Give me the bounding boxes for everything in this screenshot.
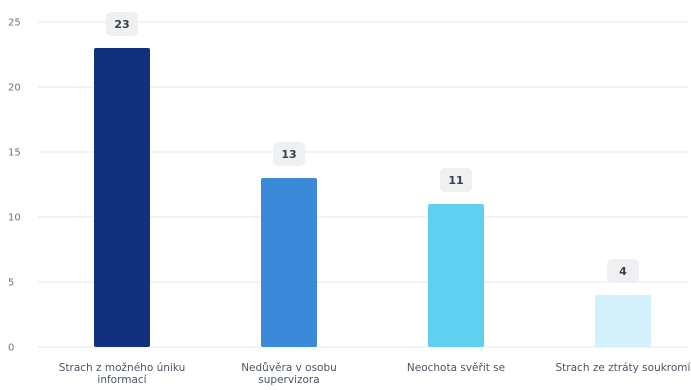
data-label-badge bbox=[607, 259, 639, 283]
bar[interactable] bbox=[94, 48, 150, 347]
data-label: 13 bbox=[281, 148, 296, 161]
bar[interactable] bbox=[428, 204, 484, 347]
data-label: 11 bbox=[448, 174, 463, 187]
data-labels: 23 13 11 4 bbox=[106, 12, 639, 283]
bars bbox=[94, 48, 651, 347]
data-label-badge bbox=[106, 12, 138, 36]
data-label: 23 bbox=[114, 18, 129, 31]
bar[interactable] bbox=[261, 178, 317, 347]
y-tick-label: 20 bbox=[8, 83, 21, 94]
y-axis: 0 5 10 15 20 25 bbox=[8, 18, 21, 354]
x-tick-label: Strach ze ztráty soukromí bbox=[556, 362, 691, 374]
y-tick-label: 5 bbox=[8, 278, 14, 289]
x-tick-label: informací bbox=[97, 374, 147, 386]
x-tick-label: Nedůvěra v osobu bbox=[241, 362, 337, 374]
x-tick-label: supervizora bbox=[258, 374, 319, 386]
x-tick-label: Neochota svěřit se bbox=[407, 362, 505, 374]
bar[interactable] bbox=[595, 295, 651, 347]
y-tick-label: 25 bbox=[8, 18, 21, 29]
data-label: 4 bbox=[619, 265, 627, 278]
y-tick-label: 10 bbox=[8, 213, 21, 224]
data-label-badge bbox=[273, 142, 305, 166]
x-tick-label: Strach z možného úniku bbox=[59, 362, 185, 374]
y-tick-label: 0 bbox=[8, 343, 14, 354]
data-label-badge bbox=[440, 168, 472, 192]
y-tick-label: 15 bbox=[8, 148, 21, 159]
